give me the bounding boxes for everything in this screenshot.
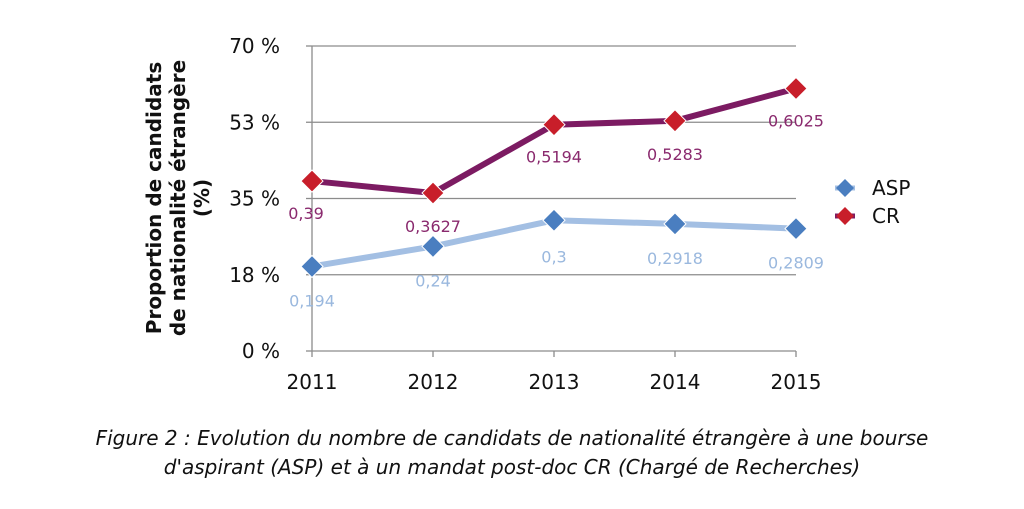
y-tick-label: 18 % (229, 263, 280, 287)
y-axis-title-line: Proportion de candidats (142, 62, 166, 334)
data-point-asp (784, 216, 808, 241)
x-tick-label: 2012 (408, 370, 459, 394)
data-label-asp: 0,2809 (768, 254, 824, 273)
data-label-cr: 0,5194 (526, 148, 582, 167)
y-tick-label: 35 % (229, 187, 280, 211)
data-label-asp: 0,2918 (647, 249, 703, 268)
y-tick-label: 70 % (229, 34, 280, 58)
y-axis-title-line: de nationalité étrangère (166, 60, 190, 336)
data-label-cr: 0,6025 (768, 111, 824, 130)
legend-marker-cr (836, 207, 854, 225)
data-point-asp (421, 234, 445, 259)
data-point-asp (542, 208, 566, 232)
series-layer: 0,194 0,24 0,3 0,2918 0,2809 0,39 0,3627 0,5194… (288, 76, 824, 310)
legend-label-cr: CR (872, 204, 900, 228)
data-label-cr: 0,39 (288, 204, 324, 223)
data-point-asp (300, 254, 324, 279)
y-axis-title-line: (%) (190, 179, 214, 217)
x-tick-label: 2015 (771, 370, 822, 394)
legend: ASP CR (835, 176, 910, 228)
caption-line-1: Figure 2 : Evolution du nombre de candid… (95, 426, 929, 450)
legend-label-asp: ASP (872, 176, 910, 200)
y-axis-title: Proportion de candidats de nationalité ét… (142, 60, 214, 336)
chart: 0 %18 %35 %53 %70 %2011 2012 2013 2014 2015 … (142, 34, 910, 394)
figure-caption: Figure 2 : Evolution du nombre de candid… (0, 424, 1024, 482)
data-point-cr (663, 109, 687, 133)
data-label-cr: 0,5283 (647, 145, 703, 164)
legend-marker-asp (836, 179, 854, 197)
axes: 0 % 18 % 35 % 53 % 70 % 2011 2012 2013 2014 2015 (229, 34, 821, 394)
data-point-cr (784, 76, 808, 101)
x-tick-label: 2011 (287, 370, 338, 394)
data-point-cr (542, 112, 566, 137)
y-axis-title-group: Proportion de candidats de nationalité ét… (142, 60, 214, 336)
y-tick-label: 53 % (229, 110, 280, 134)
data-point-asp (663, 212, 687, 236)
data-label-asp: 0,194 (289, 291, 335, 310)
data-point-cr (421, 181, 445, 205)
data-point-cr (300, 169, 324, 193)
y-tick-label: 0 % (242, 339, 280, 363)
data-label-cr: 0,3627 (405, 217, 461, 236)
caption-line-2: d'aspirant (ASP) et à un mandat post-doc… (163, 455, 861, 479)
data-label-asp: 0,24 (415, 271, 451, 290)
x-tick-label: 2013 (529, 370, 580, 394)
data-label-asp: 0,3 (541, 247, 566, 266)
x-tick-label: 2014 (650, 370, 701, 394)
series-line-cr (309, 85, 799, 196)
